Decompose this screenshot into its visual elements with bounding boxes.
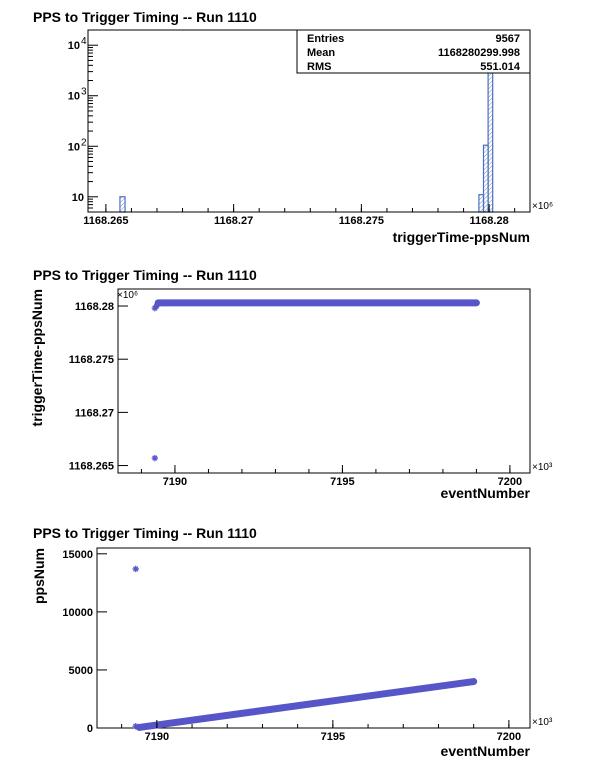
stats-rms-label: RMS [307,61,331,73]
y-tick-exponent: 2 [81,137,87,148]
plot-frame [96,547,531,729]
data-point [132,723,139,730]
data-point [151,454,159,462]
data-band [135,678,478,731]
x-axis-exponent: ×10⁶ [532,201,553,212]
y-tick-label: 0 [87,723,93,735]
chart-title: PPS to Trigger Timing -- Run 1110 [33,525,257,541]
chart-title: PPS to Trigger Timing -- Run 1110 [33,9,257,25]
y-axis-label: ppsNum [31,548,47,604]
x-axis-exponent: ×10³ [532,462,553,473]
data-point [132,565,139,573]
y-tick-label: 10000 [62,607,93,619]
pps-number-scatter-panel: PPS to Trigger Timing -- Run 1110 7190 71… [31,525,553,759]
histogram-bar [119,196,126,213]
data-point [154,300,162,308]
stats-entries-value: 9567 [496,33,520,45]
stats-entries-label: Entries [307,33,344,45]
x-axis-exponent: ×10³ [532,717,553,728]
histogram-bar [482,144,489,213]
histogram-panel: PPS to Trigger Timing -- Run 1110 1168.2… [33,9,553,245]
x-tick-label: 1168.28 [470,215,509,227]
y-axis-label: triggerTime-ppsNum [29,289,45,426]
x-axis-label: triggerTime-ppsNum [393,229,530,245]
y-axis-exponent: ×10⁶ [117,290,138,301]
y-tick-label: 5000 [69,665,93,677]
x-tick-label: 7200 [498,476,522,488]
stats-box-frame [296,29,531,74]
y-tick-label: 1168.265 [69,461,114,473]
y-tick-label: 10 [72,192,84,204]
x-tick-label: 7195 [321,731,345,743]
data-point [473,299,480,307]
stats-mean-value: 1168280299.998 [438,47,520,59]
trigger-time-scatter-panel: PPS to Trigger Timing -- Run 1110 ×10⁶ 7… [29,267,553,501]
histogram-bar [478,194,485,213]
y-tick-label: 1168.28 [75,301,114,313]
y-tick-label: 1168.275 [69,354,114,366]
y-tick-exponent: 3 [81,87,87,98]
x-tick-label: 1168.265 [83,215,128,227]
x-tick-label: 7190 [163,476,187,488]
x-axis-label: eventNumber [441,743,531,759]
chart-title: PPS to Trigger Timing -- Run 1110 [33,267,257,283]
x-axis-label: eventNumber [441,485,531,501]
x-tick-label: 7200 [497,731,521,743]
y-tick-label: 15000 [62,549,93,561]
plot-frame [117,288,531,474]
x-tick-label: 7195 [330,476,354,488]
y-tick-label: 10 [68,91,80,103]
y-tick-label: 10 [68,141,80,153]
stats-rms-value: 551.014 [480,61,521,73]
y-tick-label: 1168.27 [75,407,114,419]
y-tick-exponent: 4 [81,36,87,47]
stats-mean-label: Mean [307,47,335,59]
x-tick-label: 7190 [145,731,169,743]
stats-box: Entries 9567 Mean 1168280299.998 RMS 551… [296,29,531,74]
x-tick-label: 1168.27 [214,215,253,227]
data-point [470,678,477,685]
x-tick-label: 1168.275 [339,215,384,227]
y-tick-label: 10 [68,40,80,52]
